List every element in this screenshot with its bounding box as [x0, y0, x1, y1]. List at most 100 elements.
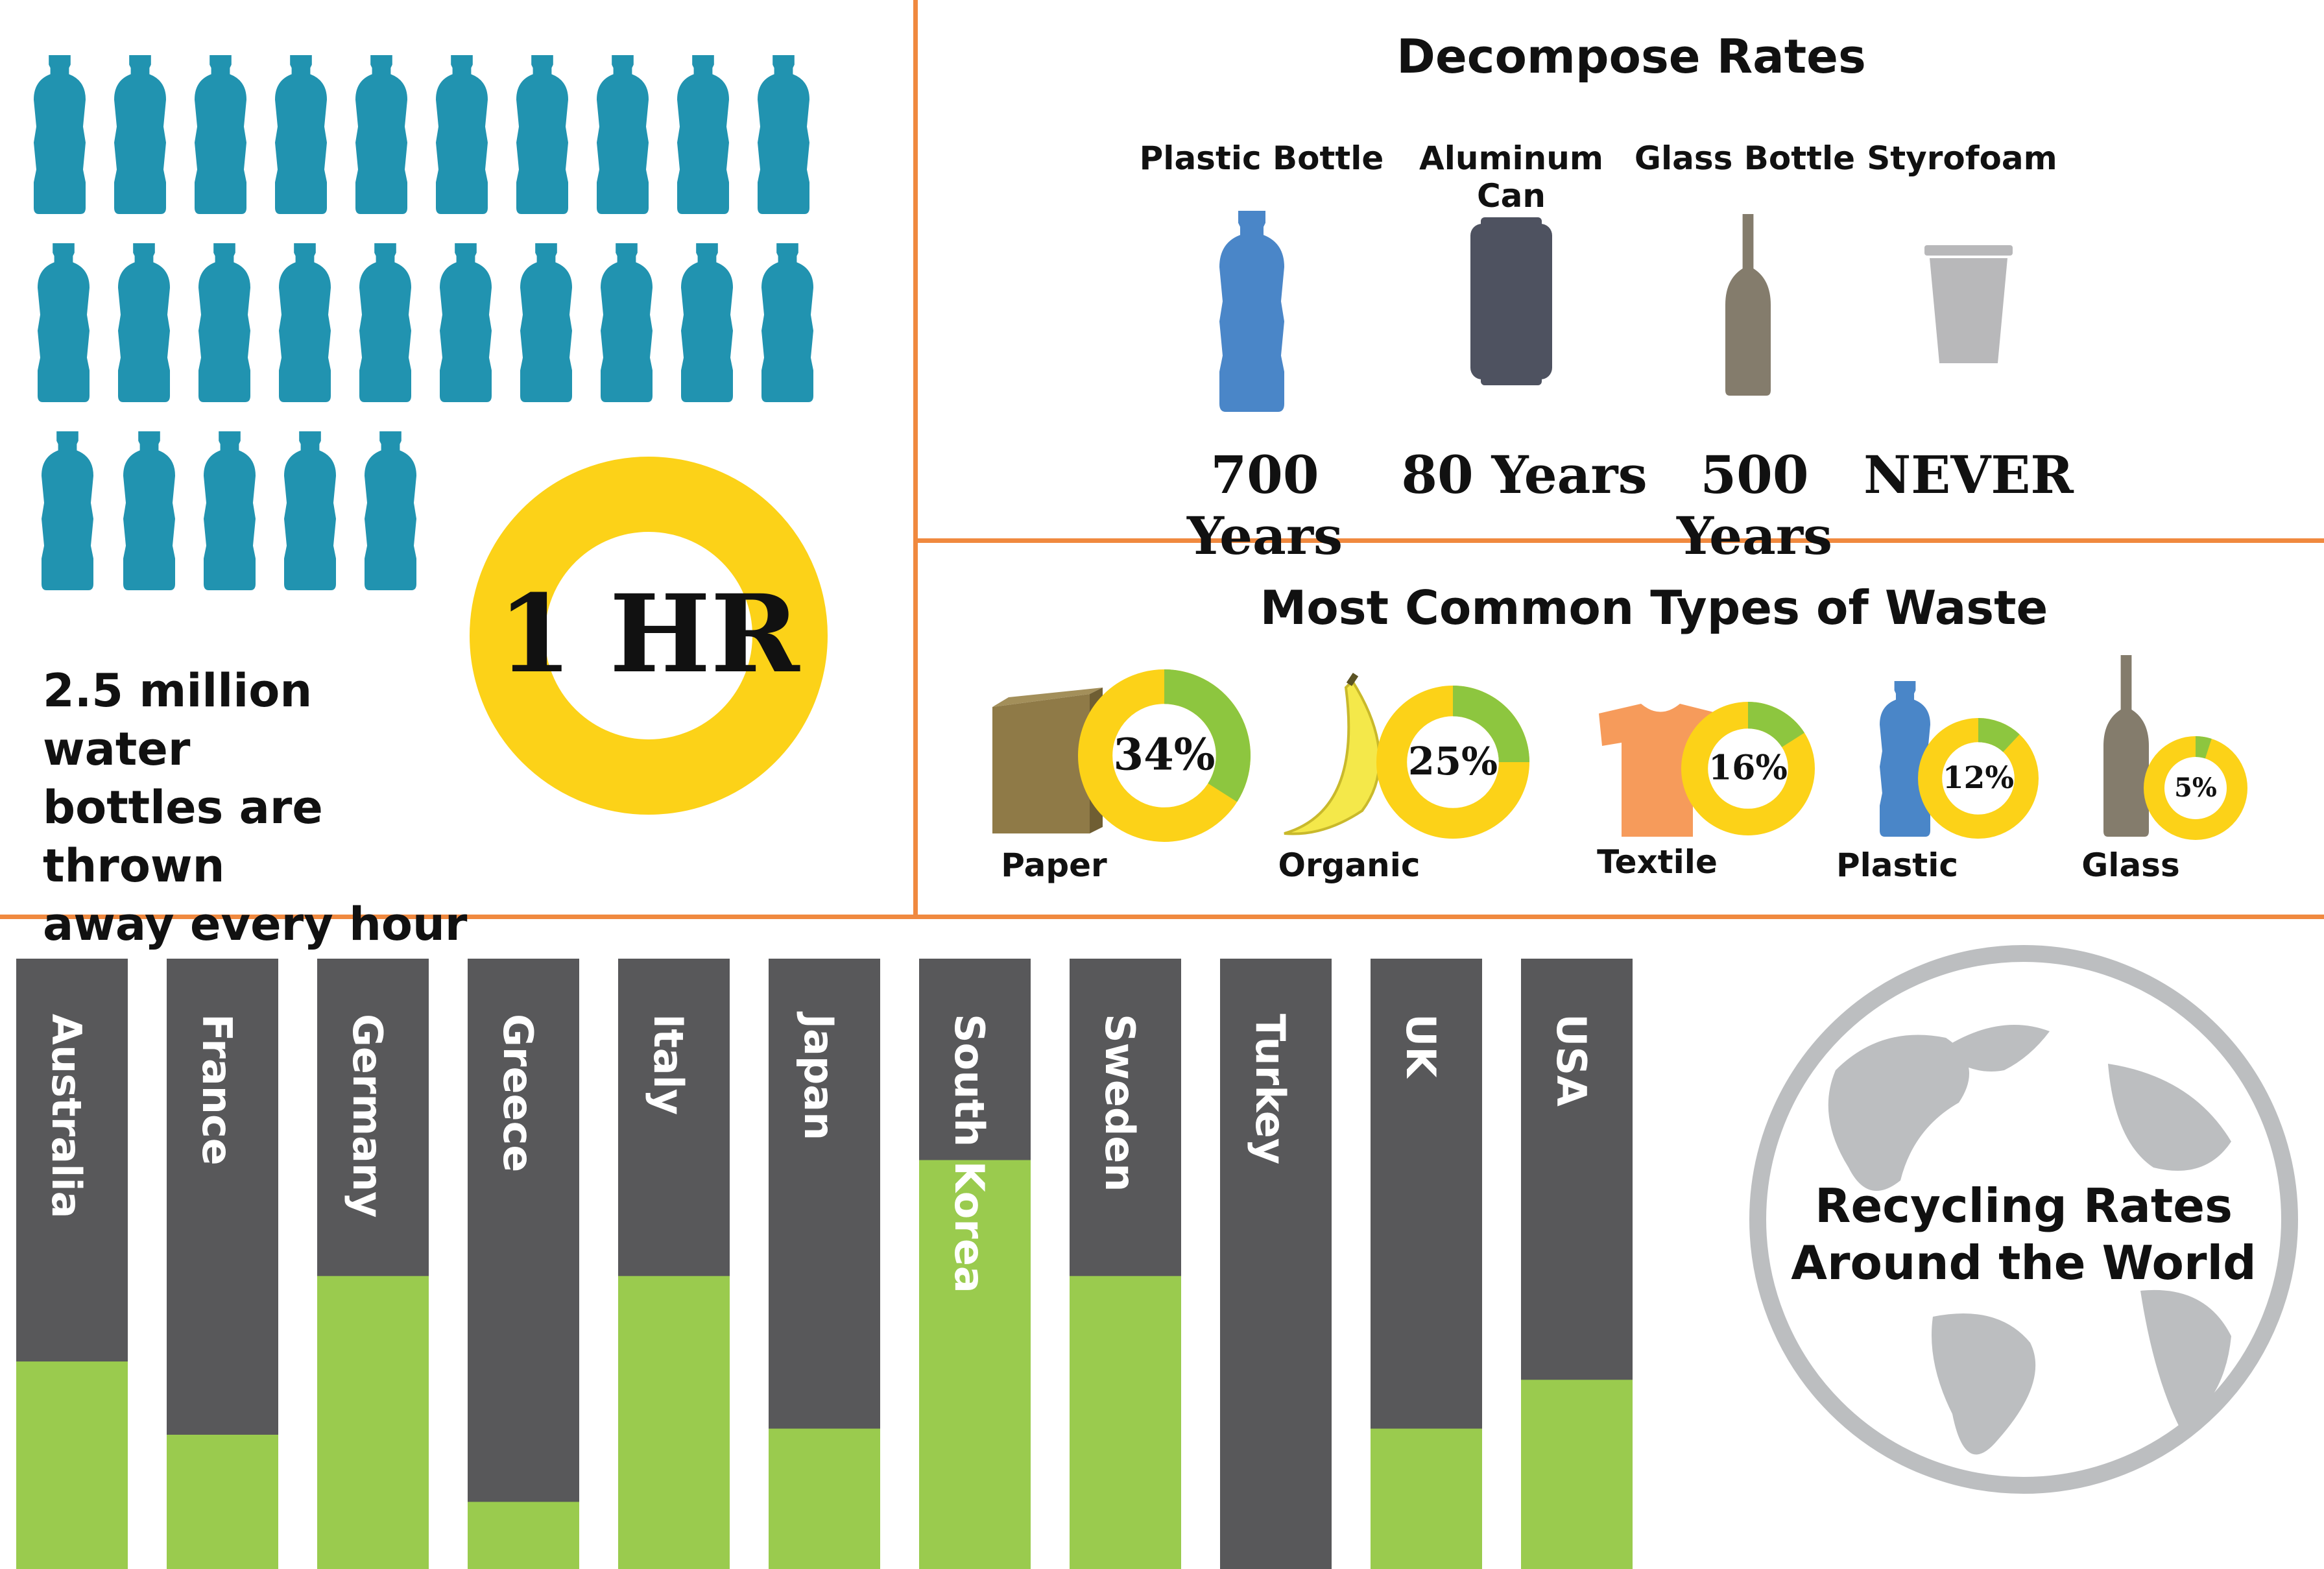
donut-slice — [2196, 736, 2212, 759]
donut-slice — [1748, 702, 1804, 747]
tshirt-shape — [1599, 704, 1719, 837]
decompose-label-glass: Glass Bottle — [1634, 139, 1856, 177]
bar-category-label: Sweden — [1096, 1014, 1144, 1192]
bar-category-label: UK — [1397, 1014, 1444, 1079]
decompose-value-glass: 500 Years — [1676, 444, 1833, 566]
decompose-value-can: 80 Years — [1401, 444, 1647, 505]
bar-category-label: France — [193, 1014, 241, 1166]
waste-donut-textile: 16% — [1681, 701, 1815, 835]
water-bottle-icon — [204, 431, 256, 590]
bar-value — [1070, 1276, 1181, 1569]
water-bottle-icon — [677, 55, 729, 214]
hour-label: 1 HR — [497, 571, 800, 697]
waste-label-plastic: Plastic — [1836, 846, 1958, 884]
continent-greenland — [1939, 1025, 2050, 1072]
recycling-title-line: Recycling Rates — [1815, 1179, 2233, 1233]
bar-turkey: Turkey — [1220, 959, 1332, 1569]
water-bottle-icon — [365, 431, 416, 590]
hourly-ring: 1 HR — [470, 457, 828, 815]
cup-rim — [1924, 245, 2013, 256]
waste-label-glass: Glass — [2081, 846, 2180, 884]
water-bottle-icon — [284, 431, 336, 590]
plastic-bottle-icon — [1880, 681, 1930, 837]
decompose-label-plastic: Plastic Bottle — [1139, 139, 1384, 177]
water-bottle-icon — [597, 55, 649, 214]
water-bottle-icon — [520, 243, 572, 402]
water-bottle-icon — [275, 55, 327, 214]
water-bottle-icon — [758, 55, 809, 214]
bar-category-label: Turkey — [1247, 1014, 1294, 1164]
bar-italy: Italy — [618, 959, 730, 1569]
water-bottle-icon — [440, 243, 492, 402]
hourly-bottles-panel: 1 HR — [34, 55, 828, 815]
banana-shape — [1284, 678, 1381, 835]
box-front — [992, 694, 1090, 833]
donut-slice — [1164, 669, 1251, 802]
styrofoam-cup-icon — [1924, 245, 2013, 363]
continent-europe — [2108, 1064, 2231, 1171]
bar-japan: Japan — [769, 959, 880, 1569]
bar-background — [468, 959, 579, 1569]
horizontal-divider-main — [0, 915, 2324, 919]
water-bottle-icon — [195, 55, 246, 214]
waste-label-organic: Organic — [1278, 846, 1420, 884]
water-bottle-icon — [118, 243, 170, 402]
water-bottle-icon — [601, 243, 653, 402]
plastic-bottle-icon — [1219, 211, 1284, 412]
waste-donut-organic: 25% — [1376, 685, 1530, 839]
decompose-title: Decompose Rates — [1396, 29, 1866, 84]
bar-category-label: Japan — [795, 1011, 843, 1140]
globe-ring — [1749, 945, 2298, 1494]
bar-value — [769, 1428, 880, 1569]
donut-percent-label: 34% — [1114, 728, 1216, 780]
can-bottom — [1481, 375, 1542, 385]
hourly-bottles-caption: 2.5 million water bottles are thrown awa… — [43, 662, 471, 953]
bar-france: France — [167, 959, 278, 1569]
bar-category-label: Italy — [645, 1014, 692, 1115]
recycling-title-line: Around the World — [1791, 1236, 2257, 1290]
decompose-label-styrofoam: Styrofoam — [1867, 139, 2057, 177]
can-top — [1481, 217, 1542, 228]
bar-category-label: Greece — [494, 1014, 542, 1172]
banana-stem — [1346, 673, 1359, 686]
water-bottle-icon — [123, 431, 175, 590]
bar-australia: Australia — [16, 959, 128, 1569]
caption-line: 2.5 million water — [43, 664, 313, 776]
bar-value — [317, 1276, 429, 1569]
bar-greece: Greece — [468, 959, 579, 1569]
caption-line: bottles are thrown — [43, 781, 323, 892]
bar-category-label: USA — [1548, 1014, 1595, 1107]
donut-slice — [1978, 718, 2020, 752]
donut-percent-label: 25% — [1408, 739, 1498, 784]
decompose-value-styrofoam: NEVER — [1863, 444, 2074, 505]
water-bottle-icon — [436, 55, 488, 214]
bar-value — [618, 1276, 730, 1569]
continent-africa — [2140, 1289, 2231, 1427]
bar-value — [16, 1361, 128, 1569]
bar-category-label: South Korea — [946, 1014, 993, 1293]
waste-donut-plastic: 12% — [1918, 717, 2039, 839]
decompose-value-plastic: 700 Years — [1186, 444, 1343, 566]
bar-germany: Germany — [317, 959, 429, 1569]
bar-background — [1220, 959, 1332, 1569]
water-bottle-icon — [279, 243, 331, 402]
continent-north-america — [1828, 1035, 1969, 1191]
bar-value — [167, 1434, 278, 1569]
bar-category-label: Australia — [43, 1014, 90, 1218]
horizontal-divider-top-right — [913, 538, 2324, 543]
bar-uk: UK — [1371, 959, 1482, 1569]
recycling-chart-title: Recycling Rates Around the World — [1777, 1177, 2270, 1291]
water-bottle-icon — [38, 243, 90, 402]
water-bottle-icon — [42, 431, 93, 590]
water-bottle-icon — [114, 55, 166, 214]
banana-icon — [1284, 673, 1381, 835]
bar-usa: USA — [1521, 959, 1633, 1569]
donut-slice — [1453, 686, 1529, 762]
caption-line: away every hour — [43, 898, 468, 951]
bar-category-label: Germany — [344, 1014, 391, 1218]
ring-arc — [470, 457, 828, 815]
waste-donut-glass: 5% — [2144, 736, 2247, 840]
water-bottle-icon — [761, 243, 813, 402]
bar-sweden: Sweden — [1070, 959, 1181, 1569]
can-body — [1470, 224, 1552, 379]
